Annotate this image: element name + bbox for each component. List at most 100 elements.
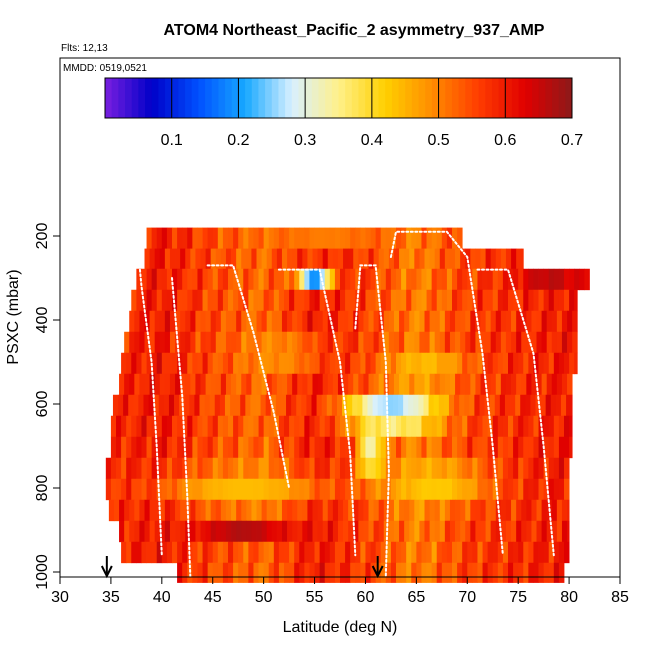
heatmap-cell bbox=[439, 310, 446, 333]
heatmap-cell bbox=[212, 457, 219, 480]
heatmap-cell bbox=[569, 268, 575, 291]
heatmap-cell bbox=[180, 248, 186, 270]
heatmap-cell bbox=[408, 394, 414, 417]
heatmap-cell bbox=[495, 331, 502, 354]
colorbar-swatch bbox=[311, 78, 319, 118]
heatmap-cell bbox=[455, 248, 461, 270]
heatmap-cell bbox=[390, 415, 397, 438]
heatmap-cell bbox=[508, 436, 514, 459]
heatmap-cell bbox=[154, 310, 161, 333]
heatmap-cell bbox=[172, 436, 178, 459]
colorbar-swatch bbox=[291, 78, 299, 118]
heatmap-cell bbox=[416, 478, 422, 501]
heatmap-cell bbox=[426, 268, 433, 291]
latitude-marker-arrow bbox=[371, 556, 384, 579]
dates-label: MMDD: 0519,0521 bbox=[63, 63, 147, 74]
colorbar-swatch bbox=[331, 78, 339, 118]
heatmap-cell bbox=[177, 478, 183, 501]
colorbar-swatch bbox=[118, 78, 126, 118]
heatmap-cell bbox=[294, 352, 300, 375]
heatmap-cell bbox=[161, 352, 168, 375]
heatmap-cell bbox=[370, 227, 377, 249]
x-axis-label: Latitude (deg N) bbox=[283, 619, 398, 636]
heatmap-cell bbox=[238, 415, 244, 438]
heatmap-cell bbox=[146, 352, 153, 375]
heatmap-cell bbox=[139, 331, 145, 354]
heatmap-cell bbox=[569, 289, 575, 312]
heatmap-cell bbox=[278, 289, 285, 312]
heatmap-cell bbox=[528, 415, 534, 438]
heatmap-cell bbox=[297, 248, 303, 270]
heatmap-cell bbox=[533, 268, 539, 291]
heatmap-cell bbox=[141, 268, 147, 291]
heatmap-cell bbox=[416, 289, 422, 312]
heatmap-cell bbox=[231, 310, 237, 333]
heatmap-cell bbox=[340, 562, 346, 583]
colorbar-swatch bbox=[505, 78, 513, 118]
heatmap-cell bbox=[217, 541, 224, 564]
heatmap-cell bbox=[144, 248, 150, 270]
heatmap-cell bbox=[411, 415, 417, 438]
heatmap-cell bbox=[419, 310, 425, 333]
heatmap-cell bbox=[513, 562, 519, 583]
heatmap-cell bbox=[136, 415, 142, 438]
heatmap-cell bbox=[419, 520, 425, 543]
heatmap-cell bbox=[222, 289, 229, 312]
heatmap-cell bbox=[551, 520, 558, 543]
heatmap-cell bbox=[523, 478, 529, 501]
heatmap-cell bbox=[467, 478, 473, 501]
heatmap-cell bbox=[441, 415, 448, 438]
heatmap-cell bbox=[548, 541, 555, 564]
heatmap-cell bbox=[388, 499, 395, 522]
heatmap-cell bbox=[281, 499, 288, 522]
heatmap-cell bbox=[151, 478, 158, 501]
heatmap-cell bbox=[441, 457, 448, 480]
heatmap-cell bbox=[292, 499, 298, 522]
heatmap-cell bbox=[416, 415, 422, 438]
heatmap-cell bbox=[136, 541, 142, 564]
heatmap-cell bbox=[345, 227, 351, 249]
heatmap-cell bbox=[424, 310, 430, 333]
colorbar-swatch bbox=[438, 78, 446, 118]
heatmap-layer bbox=[121, 541, 570, 564]
heatmap-cell bbox=[353, 520, 359, 543]
heatmap-cell bbox=[546, 331, 553, 354]
colorbar-swatch bbox=[218, 78, 226, 118]
heatmap-cell bbox=[457, 562, 463, 583]
heatmap-cell bbox=[200, 248, 206, 270]
heatmap-cell bbox=[492, 478, 499, 501]
heatmap-cell bbox=[551, 373, 558, 396]
heatmap-cell bbox=[350, 227, 356, 249]
heatmap-cell bbox=[192, 541, 198, 564]
heatmap-cell bbox=[154, 331, 161, 354]
heatmap-cell bbox=[521, 520, 527, 543]
heatmap-cell bbox=[416, 268, 422, 291]
heatmap-cell bbox=[134, 499, 140, 522]
heatmap-cell bbox=[243, 436, 249, 459]
heatmap-layer bbox=[131, 289, 578, 312]
heatmap-cell bbox=[511, 310, 517, 333]
heatmap-cell bbox=[302, 520, 308, 543]
heatmap-cell bbox=[284, 562, 290, 583]
heatmap-cell bbox=[343, 520, 349, 543]
heatmap-cell bbox=[177, 562, 183, 583]
heatmap-cell bbox=[353, 248, 359, 270]
heatmap-cell bbox=[319, 562, 326, 583]
heatmap-cell bbox=[480, 248, 486, 270]
heatmap-cell bbox=[475, 373, 481, 396]
heatmap-cell bbox=[337, 499, 344, 522]
heatmap-cell bbox=[241, 331, 247, 354]
heatmap-cell bbox=[309, 268, 315, 291]
heatmap-cell bbox=[540, 394, 547, 417]
heatmap-cell bbox=[396, 352, 402, 375]
heatmap-cell bbox=[378, 248, 385, 270]
colorbar-swatch bbox=[485, 78, 493, 118]
heatmap-cell bbox=[429, 248, 436, 270]
heatmap-cell bbox=[190, 373, 196, 396]
heatmap-cell bbox=[434, 520, 441, 543]
heatmap-cell bbox=[131, 415, 137, 438]
heatmap-cell bbox=[511, 373, 517, 396]
heatmap-layer bbox=[105, 478, 570, 501]
heatmap-cell bbox=[467, 415, 473, 438]
